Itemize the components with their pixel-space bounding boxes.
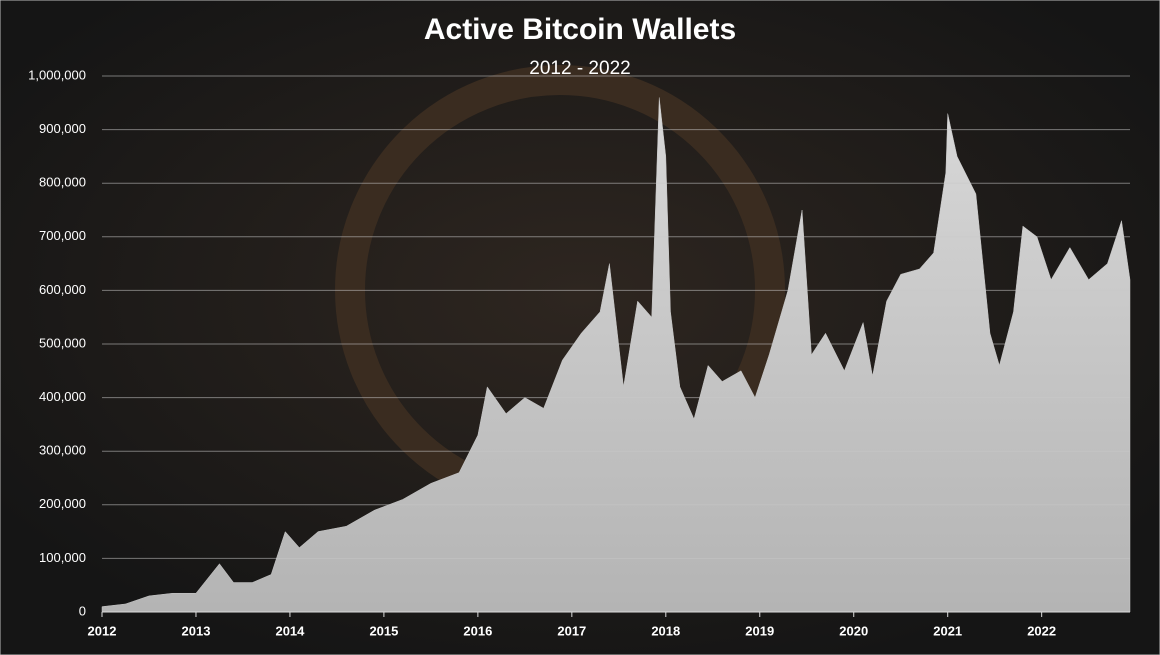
x-tick-label: 2022 xyxy=(1027,623,1056,638)
chart-subtitle: 2012 - 2022 xyxy=(529,58,630,79)
y-tick-label: 700,000 xyxy=(39,228,86,243)
y-tick-label: 800,000 xyxy=(39,175,86,190)
x-tick-label: 2015 xyxy=(369,623,398,638)
y-tick-label: 300,000 xyxy=(39,443,86,458)
y-tick-label: 500,000 xyxy=(39,335,86,350)
x-tick-label: 2017 xyxy=(557,623,586,638)
x-tick-label: 2021 xyxy=(933,623,962,638)
y-tick-label: 1,000,000 xyxy=(28,67,86,82)
y-tick-label: 900,000 xyxy=(39,121,86,136)
x-tick-label: 2019 xyxy=(745,623,774,638)
x-tick-label: 2014 xyxy=(275,623,305,638)
y-tick-label: 0 xyxy=(79,603,86,618)
y-tick-label: 400,000 xyxy=(39,389,86,404)
y-tick-label: 600,000 xyxy=(39,282,86,297)
chart-title: Active Bitcoin Wallets xyxy=(424,13,736,46)
x-tick-label: 2018 xyxy=(651,623,680,638)
x-tick-label: 2020 xyxy=(839,623,868,638)
y-tick-label: 200,000 xyxy=(39,496,86,511)
area xyxy=(101,97,1131,613)
y-tick-label: 100,000 xyxy=(39,550,86,565)
x-tick-label: 2013 xyxy=(182,623,211,638)
x-tick-label: 2016 xyxy=(463,623,492,638)
x-tick-label: 2012 xyxy=(88,623,117,638)
